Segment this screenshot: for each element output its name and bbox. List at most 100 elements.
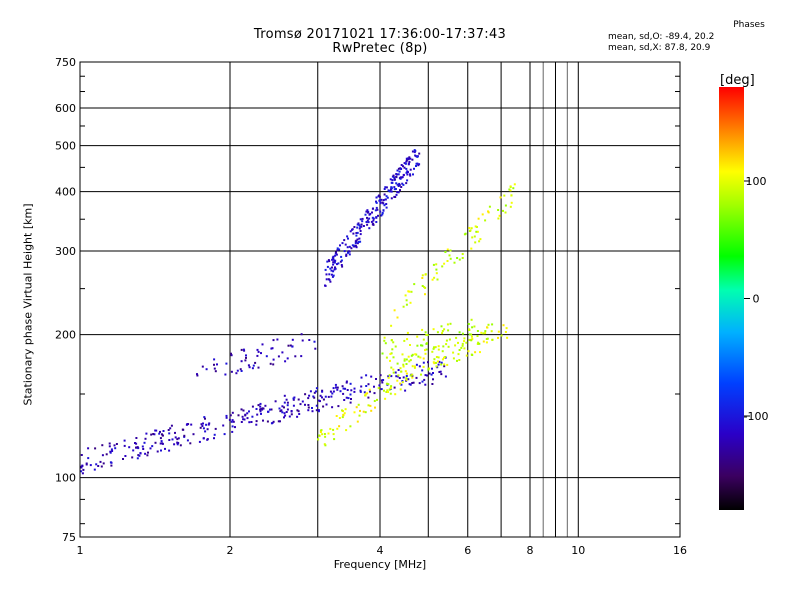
data-point [230,370,233,373]
data-point [332,433,335,436]
data-point [308,339,311,341]
data-point [319,431,322,433]
data-point [431,350,434,353]
data-point [264,404,267,407]
data-point [408,156,411,159]
data-point [484,330,487,333]
data-point [213,363,215,366]
data-point [389,178,392,181]
data-point [190,423,193,426]
data-point [422,357,425,360]
data-point [461,253,464,255]
data-point [355,246,358,249]
data-point [329,267,332,270]
data-point [445,339,448,342]
data-point [260,352,262,355]
data-point [443,262,446,265]
data-point [297,410,300,413]
data-point [82,468,85,471]
data-point [247,364,250,367]
y-tick-label: 750 [55,56,76,69]
data-point [452,357,455,360]
data-point [290,413,293,416]
data-point [441,332,444,335]
data-point [388,374,391,377]
data-point [475,230,478,233]
data-point [497,336,499,339]
data-point [346,235,349,238]
data-point [395,173,398,175]
data-point [349,382,352,385]
data-point [214,427,217,430]
data-point [378,194,380,197]
data-point [325,403,328,406]
data-point [355,406,358,409]
data-point [409,168,412,171]
data-point [402,173,405,176]
data-point [143,441,146,444]
data-point [308,394,311,397]
data-point [132,449,135,452]
data-point [415,162,418,165]
data-point [470,335,473,338]
data-point [164,447,166,450]
data-point [432,328,435,331]
plot-frame [79,61,681,538]
data-point [431,278,434,281]
data-point [388,388,391,391]
data-point [142,448,145,450]
data-point [254,361,257,364]
data-point [457,353,460,356]
data-point [499,196,502,199]
data-point [338,417,341,419]
data-point [159,442,162,445]
data-point [482,340,485,343]
data-point [196,374,199,377]
data-point [378,195,381,198]
x-tick-label: 10 [571,544,585,557]
data-point [400,164,403,166]
data-point [424,352,427,355]
data-point [81,464,84,467]
data-point [87,457,90,460]
data-point [214,370,217,373]
data-point [259,405,262,408]
data-point [240,370,243,372]
data-point [467,323,470,325]
data-point [331,392,334,395]
data-point [474,241,477,244]
data-point [346,246,349,249]
data-point [510,194,513,197]
data-point [290,410,293,413]
data-point [406,331,409,334]
data-point [409,173,411,176]
data-point [401,176,404,179]
data-point [356,420,359,423]
data-point [401,353,404,356]
data-point [474,351,477,354]
data-point [396,191,399,194]
data-point [377,387,380,390]
data-point [415,376,418,379]
data-point [311,410,314,413]
data-point [424,383,427,386]
data-point [335,386,338,389]
data-point [136,446,139,449]
data-point [414,353,417,356]
data-point [379,374,382,377]
data-point [411,374,414,377]
data-point [345,429,348,432]
data-point [431,367,433,370]
data-point [235,372,238,375]
data-point [344,387,347,390]
data-point [307,404,310,406]
data-point [436,360,439,363]
data-point [384,397,387,400]
data-point [336,249,339,252]
data-point [458,331,461,334]
data-point [397,167,400,170]
data-point [231,425,234,428]
data-point [411,365,414,368]
data-point [386,389,389,392]
data-point [304,393,307,396]
